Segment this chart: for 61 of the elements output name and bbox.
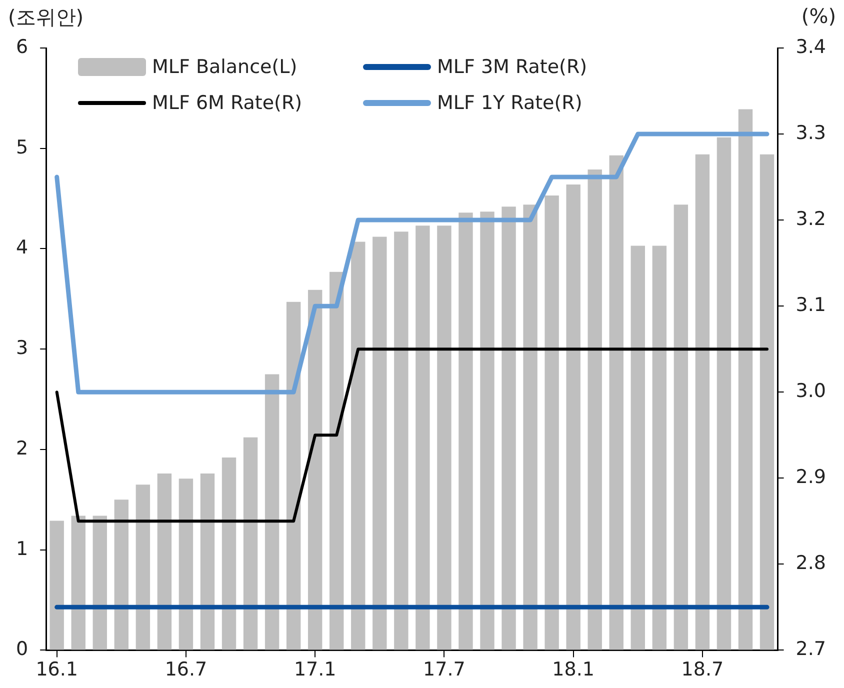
bar	[480, 212, 494, 650]
y-tick-label: 4	[16, 236, 28, 259]
bar	[50, 520, 64, 650]
y2-tick-label: 2.7	[796, 638, 826, 660]
y-tick-label: 5	[16, 136, 28, 158]
bar	[157, 474, 172, 650]
bar	[264, 374, 280, 650]
legend-label: MLF 3M Rate(R)	[437, 56, 588, 78]
bar	[502, 206, 516, 650]
x-tick-label: 18.7	[681, 658, 724, 681]
bar	[523, 204, 538, 650]
legend-label: MLF 6M Rate(R)	[152, 92, 302, 114]
y2-tick-label: 2.9	[796, 466, 826, 488]
bar	[437, 226, 452, 650]
bar	[114, 500, 129, 650]
bar	[566, 184, 580, 650]
bar	[286, 302, 301, 650]
bar	[544, 196, 559, 650]
legend-label: MLF Balance(L)	[152, 56, 298, 78]
y-axis-title: (조위안)	[8, 4, 84, 31]
y2-tick-label: 3.1	[796, 294, 826, 316]
y2-tick-label: 3.0	[796, 380, 826, 402]
bar	[351, 242, 366, 650]
y-tick-label: 0	[16, 638, 28, 660]
x-tick-label: 16.1	[36, 658, 78, 681]
bar	[178, 478, 194, 650]
legend-label: MLF 1Y Rate(R)	[437, 92, 582, 114]
bar	[372, 236, 387, 650]
y2-tick-label: 3.2	[796, 208, 826, 230]
bar	[716, 137, 732, 650]
y2-tick-label: 2.8	[796, 552, 826, 574]
x-tick-label: 18.1	[552, 658, 594, 681]
bar	[222, 457, 236, 650]
bar	[458, 212, 473, 650]
y2-tick-label: 3.3	[796, 122, 826, 144]
bar	[92, 516, 107, 650]
bar	[308, 290, 322, 650]
bar	[738, 109, 753, 650]
bar	[394, 232, 408, 650]
bar	[136, 484, 150, 650]
bar	[609, 155, 624, 650]
y-tick-label: 3	[16, 337, 28, 360]
y2-axis-title: (%)	[801, 4, 836, 28]
bar	[695, 154, 710, 650]
bar	[630, 246, 646, 650]
bar	[760, 154, 774, 650]
x-tick-label: 16.7	[164, 658, 208, 681]
x-tick-label: 17.7	[423, 658, 466, 681]
bar	[652, 246, 667, 650]
bar	[71, 516, 86, 650]
bar	[330, 272, 344, 650]
y-tick-label: 1	[16, 538, 28, 560]
bar	[200, 474, 215, 650]
bar	[243, 437, 258, 650]
bar	[416, 226, 430, 650]
y-tick-label: 2	[16, 437, 28, 460]
bar	[588, 169, 602, 650]
y-tick-label: 6	[16, 36, 28, 58]
y2-tick-label: 3.4	[796, 36, 826, 58]
x-tick-label: 17.1	[294, 658, 336, 681]
bar	[674, 204, 688, 650]
